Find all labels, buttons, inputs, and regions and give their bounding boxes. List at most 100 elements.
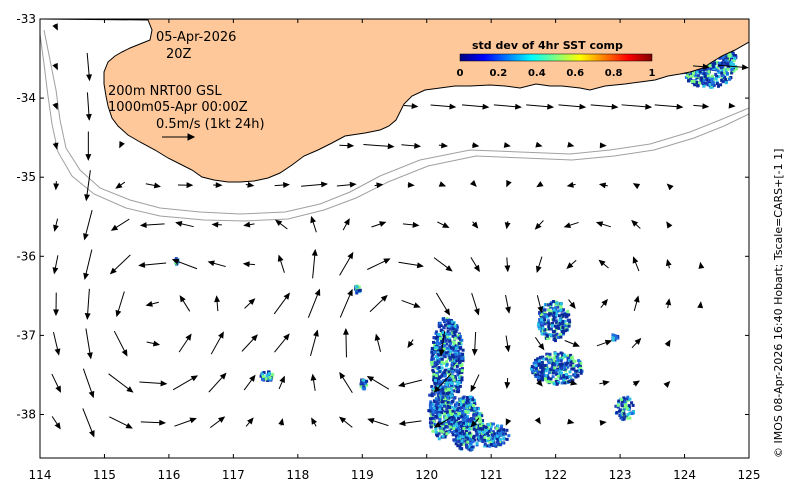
sst-pixel: [430, 392, 434, 396]
current-arrow: [139, 380, 168, 387]
sst-pixel: [435, 397, 438, 401]
sst-pixel: [440, 400, 444, 404]
sst-pixel: [261, 378, 265, 381]
sst-pixel: [446, 413, 450, 417]
sst-pixel: [547, 325, 551, 329]
current-arrow: [140, 419, 167, 426]
sst-pixel: [441, 427, 445, 431]
date-label: 05-Apr-2026: [156, 30, 236, 45]
sst-pixel: [466, 437, 470, 441]
sst-pixel: [454, 346, 458, 350]
sst-pixel: [693, 83, 697, 87]
sst-pixel: [549, 377, 553, 381]
sst-pixel: [559, 308, 563, 312]
sst-pixel: [437, 403, 441, 407]
sst-pixel: [630, 401, 634, 405]
sst-pixel: [430, 394, 434, 398]
current-arrow: [311, 248, 318, 279]
sst-pixel: [730, 50, 734, 54]
sst-pixel: [561, 322, 565, 326]
sst-pixel: [460, 376, 464, 380]
sst-pixel: [545, 357, 549, 361]
sst-pixel: [613, 334, 617, 338]
sst-pixel: [458, 367, 462, 371]
sst-pixel: [544, 374, 548, 378]
current-arrow: [534, 417, 541, 425]
sst-pixel: [431, 368, 435, 372]
sst-pixel: [458, 412, 462, 416]
sst-pixel: [541, 326, 545, 330]
sst-pixel: [487, 429, 490, 433]
sst-pixel: [437, 341, 441, 345]
sst-pixel: [473, 402, 477, 406]
sst-pixel: [451, 430, 455, 434]
sst-pixel: [449, 401, 453, 405]
sst-pixel: [548, 367, 552, 371]
sst-pixel: [539, 313, 543, 317]
sst-pixel: [267, 370, 271, 374]
current-arrow: [210, 331, 224, 355]
sst-pixel: [446, 396, 450, 400]
sst-pixel: [720, 69, 724, 73]
sst-pixel: [555, 362, 559, 365]
scale-label: 0.5m/s (1kt 24h): [156, 117, 265, 132]
sst-pixel: [571, 364, 575, 368]
sst-pixel: [547, 308, 551, 312]
current-arrow: [175, 220, 194, 228]
sst-pixel: [457, 403, 461, 406]
sst-pixel: [562, 330, 566, 334]
sst-pixel: [434, 374, 438, 378]
sst-pixel: [432, 392, 436, 396]
current-arrow: [343, 327, 349, 358]
current-arrow: [438, 331, 446, 357]
current-arrow: [307, 288, 321, 318]
current-arrow: [208, 372, 227, 393]
current-arrow: [599, 380, 610, 386]
sst-pixel: [469, 433, 472, 437]
current-arrow: [178, 333, 192, 353]
sst-pixel: [477, 414, 481, 418]
current-arrow: [336, 181, 357, 188]
sst-pixel: [434, 361, 438, 365]
current-arrow: [438, 181, 447, 187]
current-arrow: [82, 368, 95, 399]
sst-pixel: [475, 443, 479, 447]
current-arrow: [438, 142, 449, 149]
sst-pixel: [481, 435, 485, 439]
sst-pixel: [430, 385, 434, 389]
x-tick-label: 124: [673, 468, 696, 482]
sst-pixel: [437, 432, 441, 436]
sst-pixel: [431, 423, 435, 427]
sst-pixel: [456, 440, 460, 444]
sst-pixel: [451, 353, 454, 357]
y-tick-label: -35: [16, 170, 36, 184]
current-arrow: [398, 261, 424, 269]
sst-pixel: [458, 346, 462, 350]
sst-pixel: [448, 417, 452, 421]
sst-pixel: [464, 401, 468, 405]
sst-pixel: [458, 424, 461, 428]
sst-pixel: [567, 322, 571, 326]
sst-pixel: [446, 350, 450, 354]
sst-pixel: [502, 428, 506, 432]
sst-pixel: [445, 346, 449, 350]
sst-pixel: [481, 440, 485, 443]
sst-pixel: [538, 327, 542, 331]
sst-pixel: [615, 411, 619, 414]
current-arrow: [278, 375, 285, 390]
sst-pixel: [715, 74, 719, 78]
sst-pixel: [429, 403, 433, 407]
sst-pixel: [437, 324, 441, 328]
sst-pixel: [551, 371, 555, 375]
sst-pixel: [505, 437, 509, 441]
sst-pixel: [495, 437, 499, 441]
sst-pixel: [456, 373, 460, 377]
sst-pixel: [715, 66, 719, 70]
current-arrow: [493, 103, 522, 110]
sst-pixel: [729, 76, 733, 79]
sst-pixel: [460, 426, 464, 430]
sst-pixel: [617, 399, 621, 403]
sst-pixel: [440, 429, 444, 433]
sst-pixel: [711, 65, 715, 69]
sst-pixel: [542, 315, 546, 319]
